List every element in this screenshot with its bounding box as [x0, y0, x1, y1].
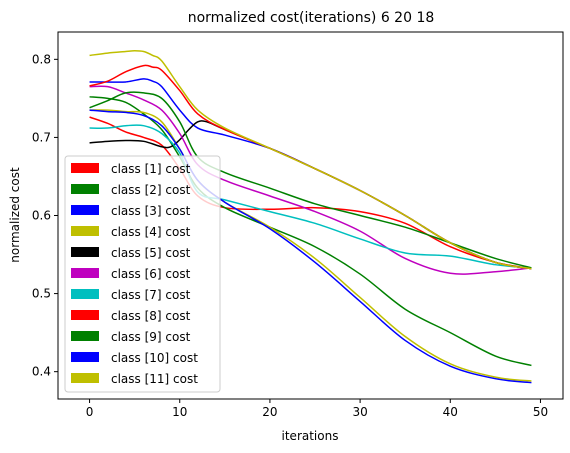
series-line-7: [89, 124, 532, 269]
series-line-11: [89, 49, 532, 270]
legend-label-5: class [5] cost: [111, 246, 191, 260]
legend-swatch-10: [71, 352, 99, 362]
series-line-9: [89, 91, 532, 269]
legend-swatch-3: [71, 205, 99, 215]
y-tick-label: 0.5: [32, 287, 51, 301]
legend-label-4: class [4] cost: [111, 225, 191, 239]
series-line-2: [89, 96, 532, 367]
legend-label-10: class [10] cost: [111, 351, 198, 365]
legend: class [1] cost class [2] cost class [3] co…: [64, 155, 221, 393]
legend-swatch-8: [71, 310, 99, 320]
legend-swatch-4: [71, 226, 99, 236]
x-axis: 0 10 20 30 40 50: [86, 399, 548, 419]
y-axis-label: normalized cost: [8, 167, 22, 263]
series-line-6: [89, 85, 532, 275]
legend-swatch-6: [71, 268, 99, 278]
legend-label-11: class [11] cost: [111, 372, 198, 386]
legend-swatch-5: [71, 247, 99, 257]
x-tick-label: 20: [262, 405, 277, 419]
legend-label-7: class [7] cost: [111, 288, 191, 302]
legend-swatch-2: [71, 184, 99, 194]
series-line-10: [89, 109, 532, 384]
legend-swatch-7: [71, 289, 99, 299]
legend-label-6: class [6] cost: [111, 267, 191, 281]
x-tick-label: 40: [443, 405, 458, 419]
x-tick-label: 10: [172, 405, 187, 419]
y-axis: 0.4 0.5 0.6 0.7 0.8: [32, 52, 58, 379]
series-layer: [89, 49, 532, 384]
y-tick-label: 0.8: [32, 52, 51, 66]
legend-swatch-11: [71, 373, 99, 383]
y-tick-label: 0.7: [32, 130, 51, 144]
legend-label-9: class [9] cost: [111, 330, 191, 344]
x-axis-label: iterations: [282, 429, 339, 443]
y-tick-label: 0.4: [32, 365, 51, 379]
legend-label-8: class [8] cost: [111, 309, 191, 323]
legend-swatch-1: [71, 163, 99, 173]
x-tick-label: 0: [86, 405, 94, 419]
legend-box: [64, 155, 221, 393]
legend-swatch-9: [71, 331, 99, 341]
y-tick-label: 0.6: [32, 209, 51, 223]
x-tick-label: 30: [352, 405, 367, 419]
legend-label-3: class [3] cost: [111, 204, 191, 218]
chart-title: normalized cost(iterations) 6 20 18: [188, 10, 435, 26]
x-tick-label: 50: [533, 405, 548, 419]
legend-label-2: class [2] cost: [111, 183, 191, 197]
legend-label-1: class [1] cost: [111, 162, 191, 176]
